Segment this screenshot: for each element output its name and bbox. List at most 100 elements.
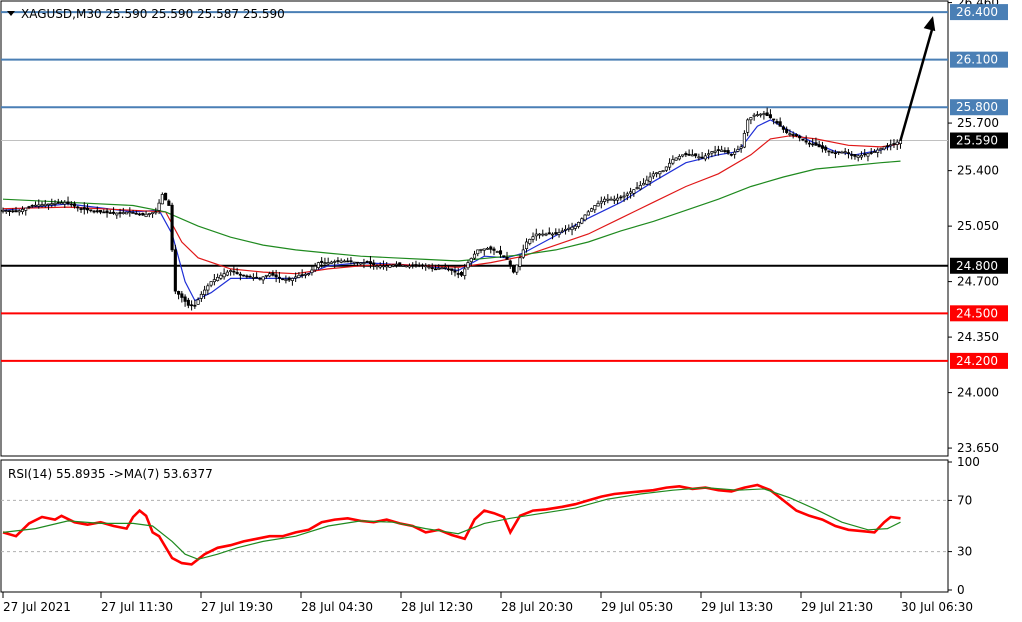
candle <box>498 245 503 258</box>
candle <box>713 145 717 156</box>
candle <box>365 260 369 263</box>
candle <box>716 145 720 156</box>
candle <box>492 246 496 256</box>
candle <box>79 207 83 213</box>
candle <box>43 199 47 208</box>
candle <box>443 263 447 270</box>
candle <box>271 270 275 277</box>
candle <box>66 196 70 206</box>
rsi-axis: 100 70 30 0 <box>948 455 980 597</box>
candle <box>53 199 57 207</box>
rsi-tick-label: 70 <box>957 493 972 507</box>
candle <box>17 209 21 216</box>
candle <box>554 228 558 236</box>
candle <box>876 147 880 158</box>
candle <box>463 263 467 280</box>
candle <box>534 228 538 241</box>
candle <box>336 257 340 264</box>
candle <box>414 260 418 268</box>
level-label: 25.800 <box>956 100 998 114</box>
candle <box>570 222 574 236</box>
candle <box>125 211 129 215</box>
candle <box>440 266 444 270</box>
candle <box>154 207 158 215</box>
candle <box>164 192 168 201</box>
candle <box>840 150 844 154</box>
collapse-triangle-icon[interactable] <box>7 11 15 16</box>
candle <box>151 212 155 218</box>
candle <box>603 196 607 206</box>
candle <box>268 271 272 278</box>
candle <box>820 141 824 153</box>
time-tick-label: 28 Jul 12:30 <box>401 600 473 614</box>
candle <box>446 266 451 272</box>
candle <box>401 264 405 267</box>
candle <box>658 170 662 179</box>
candle <box>407 263 412 269</box>
candle <box>807 140 811 148</box>
candle <box>352 261 356 266</box>
candle <box>798 134 802 142</box>
candle <box>869 147 873 155</box>
candle <box>420 263 425 270</box>
candle <box>20 206 25 215</box>
candle <box>190 300 194 311</box>
candle <box>170 202 174 252</box>
candle <box>264 274 268 279</box>
ma-line-ma-mid <box>2 135 901 275</box>
candle <box>287 276 291 282</box>
candle <box>466 260 470 270</box>
candle <box>746 118 750 137</box>
candle <box>827 150 831 156</box>
time-axis: 27 Jul 2021 27 Jul 11:30 27 Jul 19:30 28 Ju… <box>2 592 973 614</box>
candle <box>661 170 665 173</box>
candle <box>759 113 763 118</box>
price-pane[interactable] <box>0 0 949 457</box>
candle <box>632 189 636 197</box>
candle <box>622 191 626 202</box>
candle <box>33 201 38 207</box>
candle <box>824 145 828 153</box>
candle <box>511 264 516 274</box>
candle <box>772 118 776 125</box>
candle <box>391 264 395 268</box>
candle <box>801 138 805 142</box>
candle <box>375 264 379 270</box>
candle <box>856 154 860 162</box>
rsi-pane[interactable] <box>0 459 949 593</box>
candle <box>521 244 525 259</box>
candle <box>4 209 8 214</box>
candle <box>89 209 93 213</box>
candle <box>729 153 733 157</box>
time-tick-label: 28 Jul 20:30 <box>501 600 573 614</box>
price-tick-label: 24.700 <box>957 275 999 289</box>
candle <box>700 152 704 159</box>
candle <box>141 212 145 216</box>
candle <box>469 257 473 267</box>
candle <box>853 154 857 160</box>
candle <box>199 291 203 302</box>
candle <box>710 151 714 158</box>
candle <box>212 273 216 286</box>
candle <box>502 255 506 258</box>
candle <box>219 272 223 281</box>
candle <box>394 261 399 268</box>
candle <box>313 262 317 273</box>
time-tick-label: 30 Jul 06:30 <box>901 600 973 614</box>
candle <box>804 135 808 145</box>
candle <box>619 194 623 201</box>
candle <box>134 210 138 215</box>
rsi-line-rsi <box>2 483 901 566</box>
candle <box>733 148 737 159</box>
candle <box>547 227 551 235</box>
candle <box>37 199 41 209</box>
candle <box>46 203 51 210</box>
candle <box>235 267 239 275</box>
candle <box>167 199 171 206</box>
candle <box>203 285 207 299</box>
candle <box>238 271 242 281</box>
candle <box>72 201 77 209</box>
candle <box>651 171 655 179</box>
candle <box>242 274 246 277</box>
candle <box>609 196 613 201</box>
